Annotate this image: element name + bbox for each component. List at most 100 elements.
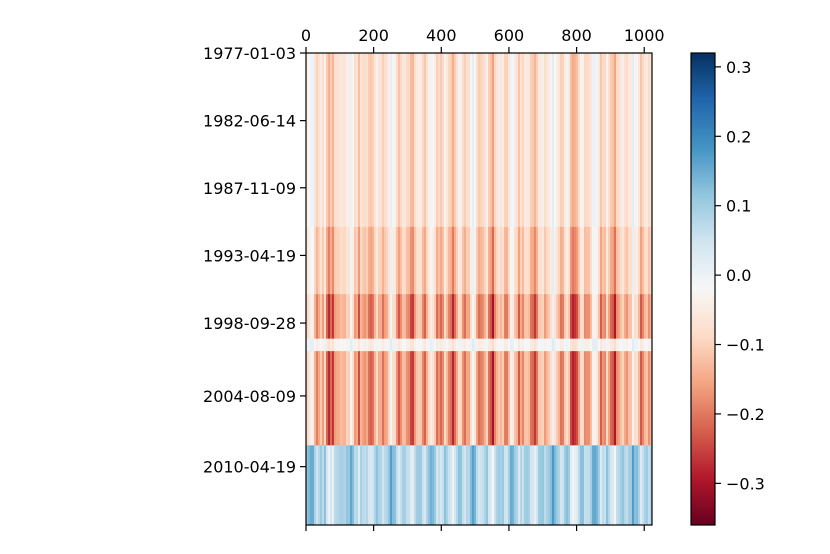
heatmap-cell (642, 53, 645, 228)
heatmap-cell (624, 53, 627, 228)
heatmap-cell (306, 338, 309, 352)
heatmap-cell (424, 351, 427, 446)
heatmap-cell (330, 338, 333, 352)
colorbar-tick-label: 0.3 (726, 58, 751, 77)
heatmap-cell (476, 294, 479, 340)
heatmap-cell (320, 53, 323, 228)
heatmap-cell (318, 338, 321, 352)
heatmap-cell (572, 294, 575, 340)
heatmap-cell (338, 351, 341, 446)
heatmap-cell (528, 445, 531, 525)
heatmap-cell (536, 53, 539, 228)
heatmap-cell (648, 338, 651, 352)
heatmap-cell (446, 445, 449, 525)
heatmap-cell (518, 294, 521, 340)
heatmap-cell (574, 351, 577, 446)
heatmap-cell (370, 338, 373, 352)
heatmap-cell (518, 226, 521, 295)
heatmap-cell (370, 351, 373, 446)
heatmap-cell (390, 351, 393, 446)
heatmap-cell (332, 351, 335, 446)
heatmap-cell (530, 226, 533, 295)
heatmap-cell (336, 53, 339, 228)
heatmap-cell (356, 53, 359, 228)
heatmap-cell (530, 351, 533, 446)
heatmap-cell (508, 338, 511, 352)
heatmap-cell (516, 294, 519, 340)
heatmap-cell (582, 445, 585, 525)
heatmap-cell (330, 445, 333, 525)
heatmap-cell (384, 53, 387, 228)
heatmap-cell (556, 294, 559, 340)
heatmap-cell (532, 338, 535, 352)
heatmap-cell (488, 338, 491, 352)
heatmap-cell (634, 338, 637, 352)
heatmap-cell (602, 294, 605, 340)
heatmap-cell (402, 338, 405, 352)
heatmap-cell (376, 294, 379, 340)
heatmap-cell (462, 351, 465, 446)
heatmap-cell (524, 53, 527, 228)
heatmap-cell (490, 445, 493, 525)
heatmap-cell (442, 294, 445, 340)
heatmap-cell (596, 351, 599, 446)
heatmap-cell (632, 351, 635, 446)
heatmap-cell (498, 351, 501, 446)
heatmap-cell (620, 351, 623, 446)
heatmap-band (306, 294, 652, 340)
heatmap-cell (406, 53, 409, 228)
heatmap-cell (632, 338, 635, 352)
heatmap-cell (610, 351, 613, 446)
heatmap-cell (514, 445, 517, 525)
heatmap-cell (498, 53, 501, 228)
heatmap-cell (456, 226, 459, 295)
heatmap-cell (408, 294, 411, 340)
heatmap-cell (392, 445, 395, 525)
heatmap-cell (444, 338, 447, 352)
heatmap-cell (570, 53, 573, 228)
heatmap-cell (402, 445, 405, 525)
heatmap-cell (506, 338, 509, 352)
heatmap-cell (314, 53, 317, 228)
heatmap-cell (576, 338, 579, 352)
heatmap-cell (420, 338, 423, 352)
y-tick-label: 1998-09-28 (203, 314, 296, 333)
heatmap-cell (526, 338, 529, 352)
heatmap-cell (372, 351, 375, 446)
heatmap-cell (506, 445, 509, 525)
heatmap-cell (608, 294, 611, 340)
heatmap-cell (582, 351, 585, 446)
heatmap-cell (560, 351, 563, 446)
heatmap-cell (586, 338, 589, 352)
heatmap-cell (374, 338, 377, 352)
heatmap-cell (468, 294, 471, 340)
heatmap-band (306, 226, 652, 295)
heatmap-cell (598, 338, 601, 352)
heatmap-cell (626, 53, 629, 228)
heatmap-cell (324, 445, 327, 525)
heatmap-cell (508, 351, 511, 446)
heatmap-cell (508, 53, 511, 228)
heatmap-cell (486, 226, 489, 295)
x-tick-label: 400 (426, 26, 457, 45)
heatmap-cell (308, 53, 311, 228)
heatmap-cell (440, 445, 443, 525)
heatmap-cell (550, 53, 553, 228)
heatmap-cell (568, 445, 571, 525)
heatmap-cell (546, 445, 549, 525)
heatmap-cell (336, 226, 339, 295)
heatmap-cell (410, 53, 413, 228)
heatmap-cell (564, 53, 567, 228)
heatmap-cell (438, 338, 441, 352)
heatmap-cell (416, 351, 419, 446)
heatmap-cell (544, 53, 547, 228)
x-tick-label: 600 (494, 26, 525, 45)
heatmap-cell (314, 445, 317, 525)
heatmap-cell (506, 294, 509, 340)
heatmap-cell (508, 445, 511, 525)
heatmap-cell (416, 294, 419, 340)
heatmap-cell (634, 445, 637, 525)
heatmap-cell (338, 53, 341, 228)
heatmap-cell (406, 445, 409, 525)
heatmap-cell (394, 294, 397, 340)
